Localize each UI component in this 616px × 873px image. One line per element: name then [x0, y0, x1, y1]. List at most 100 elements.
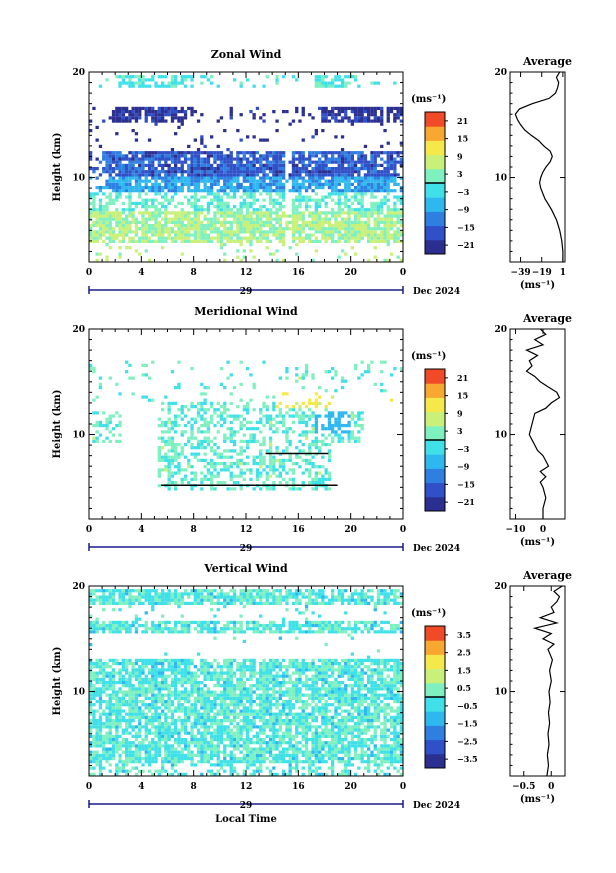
- heatmap-cell: [141, 769, 145, 773]
- heatmap-cell: [196, 182, 201, 186]
- heatmap-cell: [131, 163, 135, 167]
- heatmap-cell: [350, 122, 354, 126]
- panel-title: Meridional Wind: [194, 305, 298, 318]
- heatmap-cell: [121, 157, 125, 161]
- heatmap-cell: [167, 709, 171, 713]
- heatmap-cell: [115, 700, 119, 704]
- heatmap-cell: [311, 151, 315, 155]
- heatmap-cell: [154, 208, 158, 212]
- heatmap-cell: [134, 677, 139, 681]
- heatmap-cell: [301, 411, 305, 415]
- heatmap-cell: [210, 465, 214, 469]
- heatmap-cell: [311, 443, 315, 447]
- heatmap-cell: [373, 167, 377, 171]
- heatmap-cell: [98, 211, 103, 215]
- heatmap-cell: [219, 189, 224, 193]
- heatmap-cell: [180, 211, 184, 215]
- heatmap-cell: [383, 233, 387, 237]
- heatmap-cell: [298, 154, 302, 158]
- heatmap-cell: [164, 163, 168, 167]
- heatmap-cell: [246, 462, 250, 466]
- heatmap-cell: [216, 462, 220, 466]
- heatmap-cell: [177, 598, 181, 602]
- heatmap-cell: [98, 595, 103, 599]
- heatmap-cell: [92, 236, 96, 240]
- heatmap-cell: [318, 401, 322, 405]
- heatmap-cell: [154, 598, 158, 602]
- heatmap-cell: [301, 113, 305, 117]
- heatmap-cell: [105, 693, 109, 697]
- colorbar-swatch: [425, 126, 445, 141]
- heatmap-cell: [102, 684, 106, 688]
- heatmap-cell: [252, 182, 256, 186]
- heatmap-cell: [232, 449, 237, 453]
- heatmap-cell: [161, 674, 165, 678]
- heatmap-cell: [246, 405, 250, 409]
- heatmap-cell: [118, 173, 122, 177]
- heatmap-cell: [314, 230, 318, 234]
- heatmap-cell: [282, 160, 286, 164]
- heatmap-cell: [121, 110, 125, 114]
- heatmap-cell: [386, 176, 390, 180]
- heatmap-cell: [128, 110, 132, 114]
- heatmap-cell: [115, 763, 119, 767]
- heatmap-cell: [363, 119, 368, 123]
- heatmap-cell: [389, 157, 394, 161]
- heatmap-cell: [386, 154, 390, 158]
- heatmap-cell: [370, 239, 374, 243]
- heatmap-cell: [386, 192, 390, 196]
- heatmap-cell: [190, 173, 194, 177]
- heatmap-cell: [190, 239, 194, 243]
- heatmap-cell: [131, 709, 135, 713]
- heatmap-cell: [108, 684, 112, 688]
- heatmap-cell: [321, 195, 325, 199]
- heatmap-cell: [164, 179, 168, 183]
- heatmap-cell: [344, 176, 348, 180]
- x-tick-label: 20: [344, 268, 357, 278]
- heatmap-cell: [157, 84, 161, 88]
- heatmap-cell: [157, 157, 161, 161]
- heatmap-cell: [321, 170, 325, 174]
- heatmap-cell: [180, 417, 184, 421]
- heatmap-cell: [216, 455, 220, 459]
- heatmap-cell: [236, 217, 240, 221]
- heatmap-cell: [144, 693, 148, 697]
- heatmap-cell: [154, 227, 158, 231]
- heatmap-cell: [272, 465, 276, 469]
- heatmap-cell: [183, 179, 188, 183]
- heatmap-cell: [301, 182, 305, 186]
- heatmap-cell: [89, 167, 93, 171]
- heatmap-cell: [344, 230, 348, 234]
- heatmap-cell: [134, 760, 139, 764]
- heatmap-cell: [125, 224, 129, 228]
- heatmap-cell: [180, 452, 184, 456]
- heatmap-cell: [262, 436, 266, 440]
- heatmap-cell: [226, 163, 230, 167]
- heatmap-cell: [275, 170, 279, 174]
- heatmap-cell: [255, 474, 260, 478]
- heatmap-cell: [174, 747, 178, 751]
- heatmap-cell: [151, 224, 155, 228]
- heatmap-cell: [144, 620, 148, 624]
- heatmap-cell: [190, 452, 194, 456]
- heatmap-cell: [314, 75, 318, 79]
- heatmap-cell: [174, 592, 178, 596]
- heatmap-cell: [216, 179, 220, 183]
- heatmap-cell: [125, 360, 129, 364]
- heatmap-cell: [177, 706, 181, 710]
- colorbar-tick-label: −3: [457, 444, 470, 454]
- heatmap-cell: [357, 186, 361, 190]
- heatmap-cell: [350, 160, 354, 164]
- heatmap-cell: [229, 474, 233, 478]
- heatmap-cell: [275, 227, 279, 231]
- heatmap-cell: [193, 477, 197, 481]
- heatmap-cell: [128, 750, 132, 754]
- heatmap-cell: [314, 201, 318, 205]
- heatmap-cell: [288, 173, 292, 177]
- heatmap-cell: [337, 411, 341, 415]
- heatmap-cell: [92, 709, 96, 713]
- heatmap-cell: [105, 738, 109, 742]
- heatmap-cell: [187, 179, 191, 183]
- heatmap-cell: [246, 205, 250, 209]
- heatmap-cell: [275, 154, 279, 158]
